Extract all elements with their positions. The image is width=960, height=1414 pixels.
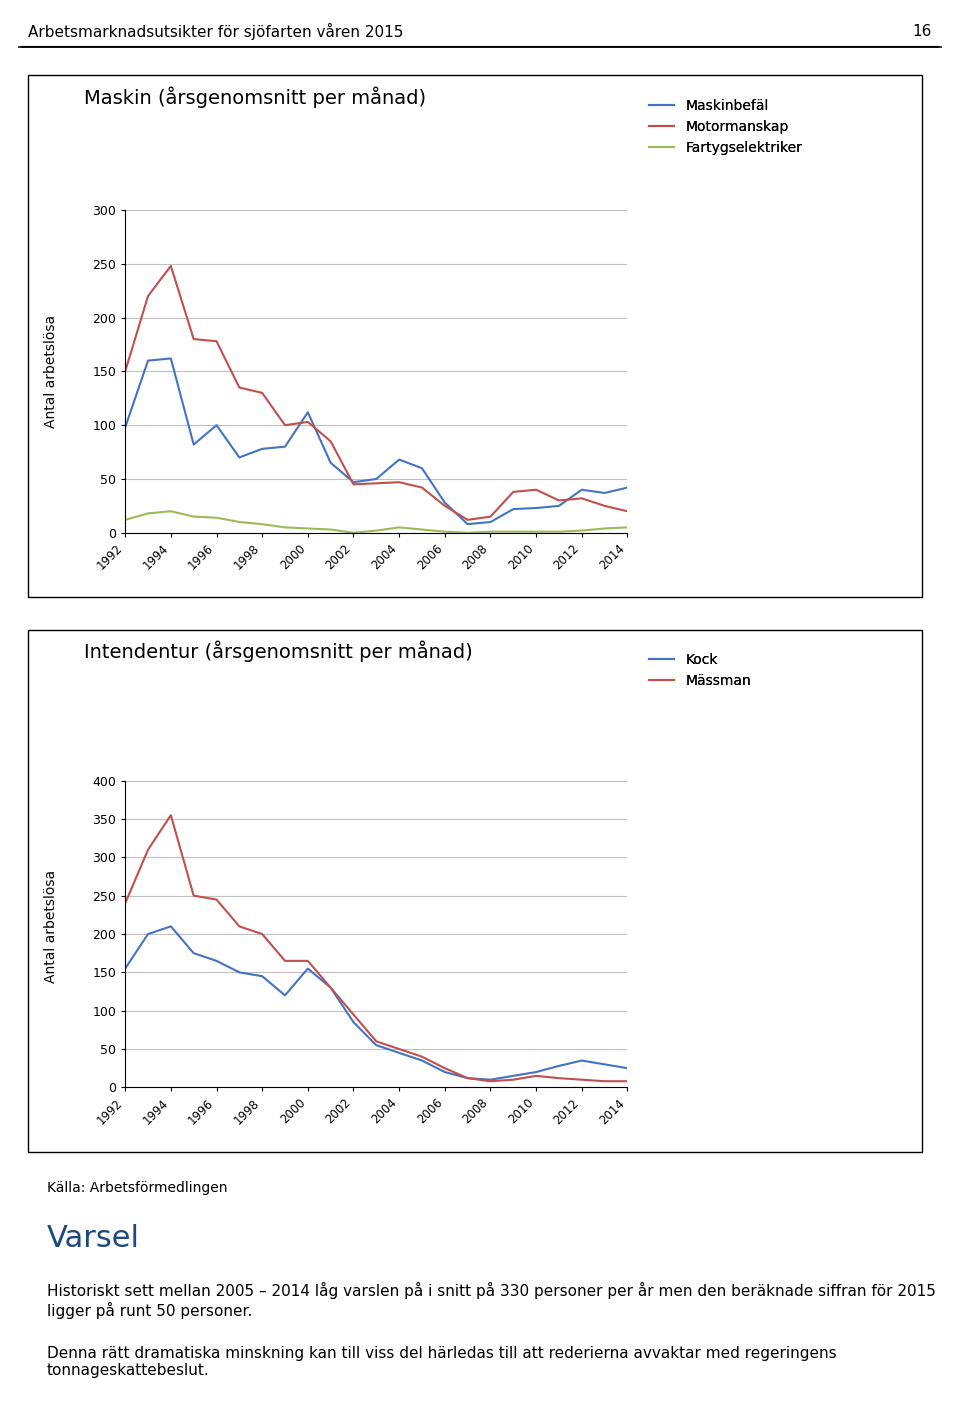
Text: Intendentur (årsgenomsnitt per månad): Intendentur (årsgenomsnitt per månad) xyxy=(84,641,472,662)
Legend: Kock, Mässman: Kock, Mässman xyxy=(643,648,756,694)
Text: Antal arbetslösa: Antal arbetslösa xyxy=(44,315,59,428)
Text: Maskin (årsgenomsnitt per månad): Maskin (årsgenomsnitt per månad) xyxy=(84,86,426,107)
Text: Källa: Arbetsförmedlingen: Källa: Arbetsförmedlingen xyxy=(47,1181,228,1195)
Text: Historiskt sett mellan 2005 – 2014 låg varslen på i snitt på 330 personer per år: Historiskt sett mellan 2005 – 2014 låg v… xyxy=(47,1282,936,1319)
Text: Denna rätt dramatiska minskning kan till viss del härledas till att rederierna a: Denna rätt dramatiska minskning kan till… xyxy=(47,1346,836,1379)
Legend: Maskinbefäl, Motormanskap, Fartygselektriker: Maskinbefäl, Motormanskap, Fartygselektr… xyxy=(643,93,807,160)
Text: 16: 16 xyxy=(912,24,931,40)
Text: Antal arbetslösa: Antal arbetslösa xyxy=(44,870,59,983)
Text: Arbetsmarknadsutsikter för sjöfarten våren 2015: Arbetsmarknadsutsikter för sjöfarten vår… xyxy=(29,24,404,41)
Text: Varsel: Varsel xyxy=(47,1223,140,1253)
